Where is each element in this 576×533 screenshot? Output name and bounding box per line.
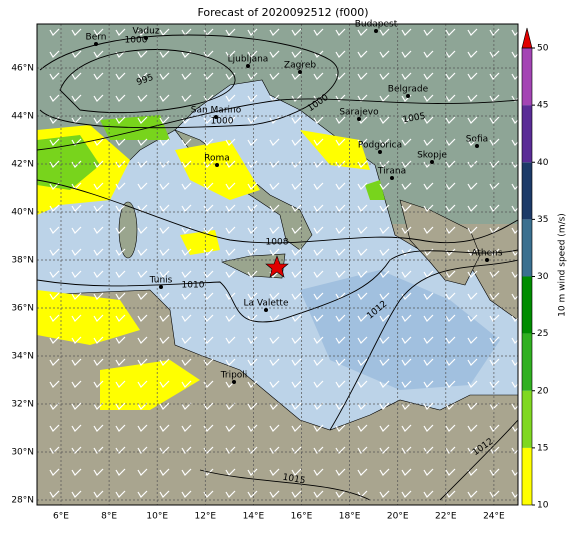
city-label: Podgorica xyxy=(358,141,402,151)
lon-label: 8°E xyxy=(101,512,117,522)
colorbar-segment xyxy=(522,333,532,391)
colorbar-segment xyxy=(522,105,532,163)
title: Forecast of 2020092512 (f000) xyxy=(197,6,368,19)
colorbar-segment xyxy=(522,390,532,448)
city-dot xyxy=(94,42,98,46)
city-label: Tripoli xyxy=(220,371,248,381)
colorbar-segment xyxy=(522,48,532,106)
city-dot xyxy=(232,380,236,384)
city-dot xyxy=(390,176,394,180)
city-label: Athens xyxy=(471,249,502,259)
lat-label: 34°N xyxy=(11,352,34,362)
lat-label: 30°N xyxy=(11,448,34,458)
colorbar: 10 15 20 25 30 35 40 45 50 10 m wind speed (m/s) xyxy=(521,27,568,511)
lon-label: 18°E xyxy=(339,512,361,522)
colorbar-tick-label: 25 xyxy=(537,329,548,339)
colorbar-segment xyxy=(522,219,532,277)
city-label: Tirana xyxy=(377,167,406,177)
lon-label: 6°E xyxy=(53,512,69,522)
storm-marker xyxy=(265,255,289,278)
city-label: La Valette xyxy=(244,299,289,309)
city-label: Bern xyxy=(86,33,107,43)
city-dot xyxy=(485,258,489,262)
city-dot xyxy=(214,115,218,119)
city-label: Ljubljana xyxy=(228,55,269,65)
colorbar-extend xyxy=(521,27,533,49)
graticule xyxy=(37,24,518,505)
lon-label: 10°E xyxy=(146,512,168,522)
colorbar-tick-label: 40 xyxy=(537,158,549,168)
lat-label: 42°N xyxy=(11,160,34,170)
city-label: Vaduz xyxy=(132,27,159,37)
city-dot xyxy=(298,70,302,74)
city-label: Belgrade xyxy=(388,85,429,95)
colorbar-label: 10 m wind speed (m/s) xyxy=(558,213,568,317)
map xyxy=(37,24,518,505)
lon-label: 24°E xyxy=(483,512,505,522)
city-dot xyxy=(378,150,382,154)
lat-label: 38°N xyxy=(11,256,34,266)
lat-label: 44°N xyxy=(11,112,34,122)
city-dot xyxy=(246,64,250,68)
city-dot xyxy=(215,163,219,167)
city-dot xyxy=(475,144,479,148)
colorbar-tick-label: 50 xyxy=(537,44,549,54)
city-dot xyxy=(159,285,163,289)
city-label: Sofia xyxy=(466,135,488,145)
colorbar-tick-label: 10 xyxy=(537,501,549,511)
isobar-label: 1000 xyxy=(211,117,234,127)
city-label: San Marino xyxy=(191,106,242,116)
lon-label: 16°E xyxy=(291,512,313,522)
colorbar-tick-label: 20 xyxy=(537,386,549,396)
city-dot xyxy=(406,94,410,98)
lat-label: 28°N xyxy=(11,496,34,506)
colorbar-tick-label: 35 xyxy=(537,215,548,225)
map-frame xyxy=(36,23,519,506)
isobar-label: 1005 xyxy=(402,112,426,126)
lon-label: 20°E xyxy=(387,512,409,522)
colorbar-tick-label: 15 xyxy=(537,443,548,453)
city-dot xyxy=(264,308,268,312)
isobar-label: 1010 xyxy=(182,281,205,291)
lat-label: 40°N xyxy=(11,208,34,218)
city-label: Zagreb xyxy=(284,61,316,71)
isobar-label: 1000 xyxy=(125,36,148,46)
city-dot xyxy=(357,117,361,121)
isobar-label: 1008 xyxy=(266,238,289,248)
city-label: Tunis xyxy=(149,276,173,286)
city-label: Skopje xyxy=(417,151,447,161)
lat-label: 36°N xyxy=(11,304,34,314)
city-dot xyxy=(144,36,148,40)
colorbar-segment xyxy=(522,162,532,220)
lat-label: 46°N xyxy=(11,64,34,74)
colorbar-tick-label: 30 xyxy=(537,272,549,282)
colorbar-tick-label: 45 xyxy=(537,101,548,111)
lon-label: 12°E xyxy=(194,512,216,522)
city-dot xyxy=(430,160,434,164)
isobar-label: 1015 xyxy=(282,473,306,487)
city-label: Roma xyxy=(204,154,230,164)
lon-label: 22°E xyxy=(435,512,457,522)
colorbar-segment xyxy=(522,447,532,505)
city-label: Sarajevo xyxy=(339,108,379,118)
city-dot xyxy=(374,29,378,33)
colorbar-segment xyxy=(522,276,532,334)
lon-label: 14°E xyxy=(243,512,265,522)
lat-label: 32°N xyxy=(11,400,34,410)
